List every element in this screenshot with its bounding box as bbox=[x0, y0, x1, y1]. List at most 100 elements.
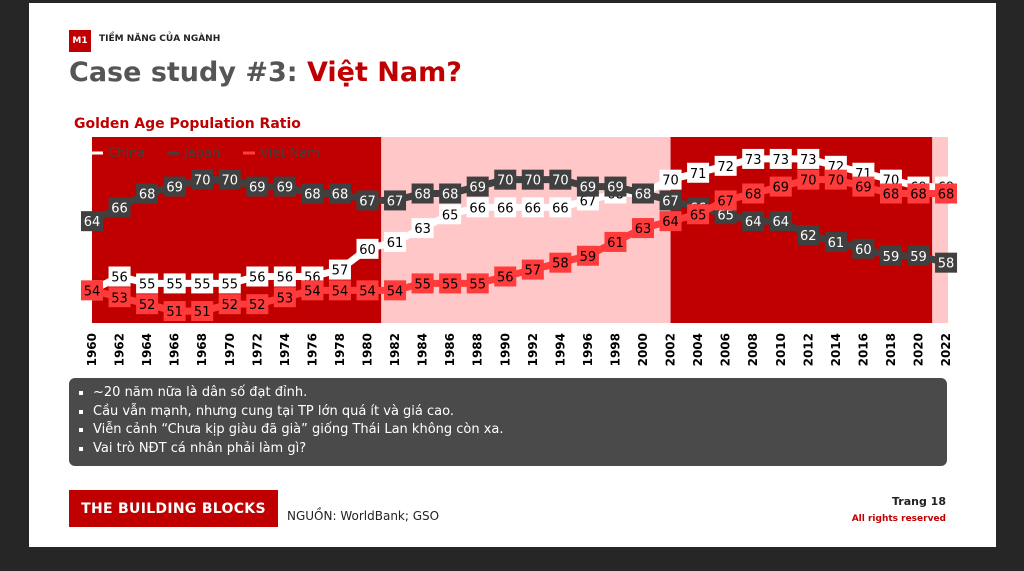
data-point bbox=[769, 176, 792, 197]
data-point bbox=[356, 280, 379, 301]
data-label: 54 bbox=[84, 284, 101, 299]
data-point bbox=[81, 280, 103, 301]
data-label: 54 bbox=[332, 284, 349, 299]
data-label: 53 bbox=[111, 291, 128, 306]
data-point bbox=[907, 183, 930, 204]
data-label: 63 bbox=[414, 222, 431, 237]
page-number: Trang 18 bbox=[892, 495, 946, 508]
data-point bbox=[191, 301, 214, 322]
slide: M1 TIỀM NĂNG CỦA NGÀNH Case study #3: Vi… bbox=[29, 3, 996, 547]
data-label: 57 bbox=[525, 264, 542, 279]
data-label: 68 bbox=[745, 188, 762, 203]
x-tick-label: 2002 bbox=[664, 333, 678, 366]
data-label: 70 bbox=[194, 174, 211, 189]
data-label: 64 bbox=[662, 215, 679, 230]
title-accent: Việt Nam? bbox=[306, 57, 462, 88]
x-tick-label: 2004 bbox=[691, 333, 705, 366]
data-point bbox=[687, 204, 710, 225]
data-label: 61 bbox=[387, 236, 404, 251]
section-badge: M1 bbox=[69, 30, 91, 52]
data-label: 70 bbox=[497, 174, 514, 189]
data-point bbox=[604, 176, 627, 197]
brand-logo: THE BUILDING BLOCKS bbox=[69, 490, 278, 527]
data-point bbox=[797, 225, 820, 245]
data-label: 62 bbox=[800, 229, 817, 244]
data-point bbox=[384, 280, 407, 301]
data-label: 64 bbox=[772, 215, 789, 230]
bullet-item: Cầu vẫn mạnh, nhưng cung tại TP lớn quá … bbox=[93, 403, 937, 422]
data-label: 71 bbox=[690, 167, 707, 182]
legend-label: Japan bbox=[183, 146, 220, 161]
data-point bbox=[659, 211, 682, 232]
x-tick-label: 1962 bbox=[113, 333, 127, 366]
data-label: 51 bbox=[166, 305, 183, 320]
data-label: 66 bbox=[525, 201, 542, 216]
x-tick-label: 1964 bbox=[140, 333, 154, 366]
page-title: Case study #3: Việt Nam? bbox=[69, 57, 462, 88]
data-label: 55 bbox=[139, 277, 156, 292]
data-label: 64 bbox=[84, 215, 101, 230]
data-label: 63 bbox=[635, 222, 652, 237]
data-label: 70 bbox=[662, 174, 679, 189]
data-point bbox=[879, 183, 902, 204]
data-point bbox=[439, 273, 462, 294]
data-label: 58 bbox=[552, 257, 569, 272]
data-label: 68 bbox=[883, 188, 900, 203]
data-point bbox=[659, 169, 682, 190]
data-label: 58 bbox=[938, 257, 955, 272]
data-point bbox=[549, 197, 572, 218]
data-point bbox=[466, 176, 489, 197]
data-point bbox=[356, 238, 379, 259]
x-tick-label: 1980 bbox=[361, 333, 375, 366]
data-point bbox=[632, 218, 654, 239]
data-point bbox=[411, 218, 434, 239]
title-main: Case study #3: bbox=[69, 57, 307, 88]
data-point bbox=[604, 231, 627, 252]
data-point bbox=[81, 211, 103, 232]
data-point bbox=[191, 273, 214, 294]
data-point bbox=[273, 287, 296, 308]
data-point bbox=[108, 266, 131, 287]
data-point bbox=[218, 169, 241, 190]
legend-label: Viet Nam bbox=[260, 146, 320, 161]
data-label: 52 bbox=[221, 298, 238, 313]
x-tick-label: 1968 bbox=[195, 333, 209, 366]
data-point bbox=[521, 197, 544, 218]
data-label: 66 bbox=[111, 201, 128, 216]
data-point bbox=[714, 155, 737, 176]
data-point bbox=[769, 211, 792, 232]
data-label: 68 bbox=[139, 188, 156, 203]
data-point bbox=[852, 238, 875, 259]
data-point bbox=[742, 148, 765, 169]
x-tick-label: 2010 bbox=[774, 333, 788, 366]
data-label: 69 bbox=[469, 181, 486, 196]
x-tick-label: 2014 bbox=[829, 333, 843, 366]
data-point bbox=[328, 259, 351, 280]
x-tick-label: 1988 bbox=[471, 333, 485, 366]
data-point bbox=[163, 273, 186, 294]
data-point bbox=[632, 183, 654, 204]
data-point bbox=[659, 190, 682, 211]
data-point bbox=[742, 211, 765, 232]
data-label: 56 bbox=[111, 271, 128, 286]
data-label: 67 bbox=[580, 194, 597, 209]
data-label: 59 bbox=[910, 250, 927, 265]
data-label: 70 bbox=[221, 174, 238, 189]
chart-title: Golden Age Population Ratio bbox=[74, 116, 301, 132]
data-label: 73 bbox=[772, 153, 789, 168]
data-point bbox=[852, 176, 875, 197]
data-label: 68 bbox=[635, 188, 652, 203]
data-label: 70 bbox=[552, 174, 569, 189]
data-label: 61 bbox=[828, 236, 845, 251]
data-point bbox=[466, 273, 489, 294]
data-label: 69 bbox=[249, 181, 266, 196]
rights-note: All rights reserved bbox=[851, 514, 946, 524]
section-label: TIỀM NĂNG CỦA NGÀNH bbox=[99, 34, 221, 44]
data-point bbox=[935, 252, 958, 273]
notes-box: ~20 năm nữa là dân số đạt đỉnh. Cầu vẫn … bbox=[69, 378, 947, 466]
data-point bbox=[163, 301, 186, 322]
data-point bbox=[273, 266, 296, 287]
data-point bbox=[521, 259, 544, 280]
data-point bbox=[879, 245, 902, 266]
x-tick-label: 1976 bbox=[305, 333, 319, 366]
